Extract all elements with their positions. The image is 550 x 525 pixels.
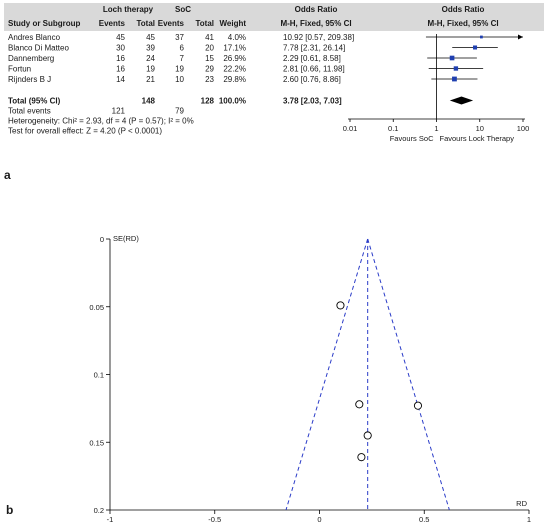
header-events-1: Events: [99, 19, 126, 28]
study-events-1: 30: [116, 44, 125, 53]
study-events-1: 45: [116, 33, 125, 42]
forest-plot: Loch therapy SoC Odds Ratio Odds Ratio Study…: [4, 3, 544, 143]
study-events-2: 6: [180, 44, 185, 53]
header-group1: Loch therapy: [103, 5, 154, 14]
study-ci-text: 2.29 [0.61, 8.58]: [283, 54, 341, 63]
total-label: Total (95% CI): [8, 97, 61, 106]
study-events-2: 19: [175, 65, 184, 74]
summary-diamond: [449, 96, 474, 105]
header-events-2: Events: [158, 19, 185, 28]
funnel-y-tick-label: 0.05: [89, 303, 104, 312]
total-n-1: 148: [142, 97, 156, 106]
ci-arrow: [518, 34, 523, 40]
study-ci-text: 2.60 [0.76, 8.86]: [283, 75, 341, 84]
heterogeneity-text: Heterogeneity: Chi² = 2.93, df = 4 (P = …: [8, 117, 194, 126]
forest-x-tick-label: 1: [434, 124, 438, 133]
study-name: Fortun: [8, 65, 31, 74]
panel-label-a: a: [4, 168, 11, 182]
funnel-x-tick-label: 1: [527, 515, 531, 524]
funnel-x-tick-label: -1: [107, 515, 114, 524]
favours-left-label: Favours SoC: [390, 134, 434, 143]
study-ci-text: 10.92 [0.57, 209.38]: [283, 33, 354, 42]
funnel-x-tick-label: -0.5: [208, 515, 221, 524]
header-total-1: Total: [136, 19, 155, 28]
header-or-title: Odds Ratio: [295, 5, 338, 14]
header-background: [4, 3, 544, 31]
favours-right-label: Favours Lock Therapy: [440, 134, 515, 143]
total-events-1: 121: [112, 107, 126, 116]
study-total-2: 20: [205, 44, 214, 53]
study-total-2: 41: [205, 33, 214, 42]
effect-square: [480, 35, 483, 39]
forest-x-tick-label: 0.1: [388, 124, 398, 133]
effect-square: [452, 76, 457, 82]
study-events-1: 14: [116, 75, 125, 84]
study-name: Rijnders B J: [8, 75, 51, 84]
study-weight: 29.8%: [223, 75, 246, 84]
funnel-x-tick-label: 0.5: [419, 515, 429, 524]
header-total-2: Total: [195, 19, 214, 28]
study-total-2: 23: [205, 75, 214, 84]
study-events-2: 10: [175, 75, 184, 84]
study-ci-text: 7.78 [2.31, 26.14]: [283, 44, 345, 53]
study-events-2: 7: [180, 54, 185, 63]
study-ci-text: 2.81 [0.66, 11.98]: [283, 65, 345, 74]
total-ci-text: 3.78 [2.03, 7.03]: [283, 97, 342, 106]
study-total-1: 39: [146, 44, 155, 53]
funnel-y-tick-label: 0.15: [89, 438, 104, 447]
study-name: Andres Blanco: [8, 33, 61, 42]
study-point: [355, 400, 364, 409]
total-events-label: Total events: [8, 107, 51, 116]
effect-square: [449, 55, 455, 61]
funnel-x-tick-label: 0: [317, 515, 321, 524]
forest-x-tick-label: 0.01: [343, 124, 358, 133]
study-name: Dannemberg: [8, 54, 54, 63]
funnel-left-boundary: [285, 238, 369, 511]
effect-square: [473, 45, 478, 50]
funnel-right-boundary: [367, 238, 450, 511]
study-point: [363, 431, 372, 440]
funnel-y-label: SE(RD): [113, 234, 139, 243]
study-point: [357, 453, 366, 462]
funnel-y-tick-label: 0.1: [94, 371, 104, 380]
study-total-1: 45: [146, 33, 155, 42]
effect-square: [453, 66, 459, 71]
study-total-2: 29: [205, 65, 214, 74]
study-events-1: 16: [116, 54, 125, 63]
funnel-y-tick-label: 0: [100, 235, 104, 244]
overall-effect-text: Test for overall effect: Z = 4.20 (P < 0…: [8, 127, 162, 136]
study-total-1: 24: [146, 54, 155, 63]
study-events-2: 37: [175, 33, 184, 42]
study-total-1: 19: [146, 65, 155, 74]
header-or-title-plot: Odds Ratio: [442, 5, 485, 14]
forest-x-tick-label: 10: [476, 124, 484, 133]
study-weight: 22.2%: [223, 65, 246, 74]
header-weight: Weight: [219, 19, 246, 28]
total-weight: 100.0%: [219, 97, 246, 106]
study-total-2: 15: [205, 54, 214, 63]
header-study: Study or Subgroup: [8, 19, 81, 28]
header-group2: SoC: [175, 5, 191, 14]
study-name: Blanco Di Matteo: [8, 44, 69, 53]
total-events-2: 79: [175, 107, 184, 116]
total-n-2: 128: [201, 97, 215, 106]
study-total-1: 21: [146, 75, 155, 84]
study-weight: 17.1%: [223, 44, 246, 53]
header-or-method-plot: M-H, Fixed, 95% CI: [427, 19, 498, 28]
study-weight: 26.9%: [223, 54, 246, 63]
study-events-1: 16: [116, 65, 125, 74]
panel-label-b: b: [6, 503, 14, 517]
funnel-y-tick-label: 0.2: [94, 506, 104, 515]
study-weight: 4.0%: [228, 33, 246, 42]
forest-x-tick-label: 100: [517, 124, 530, 133]
funnel-x-label: RD: [516, 499, 527, 508]
header-or-method: M-H, Fixed, 95% CI: [280, 19, 351, 28]
study-point: [413, 401, 423, 410]
study-point: [336, 301, 345, 310]
